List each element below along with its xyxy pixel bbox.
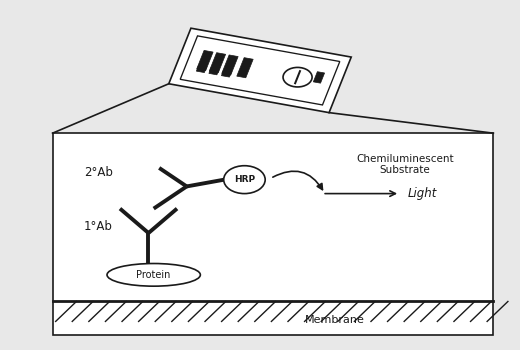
Text: Chemiluminescent
Substrate: Chemiluminescent Substrate [356, 154, 454, 175]
Polygon shape [209, 68, 219, 75]
Text: Membrane: Membrane [305, 315, 365, 325]
Text: Protein: Protein [136, 270, 171, 280]
Polygon shape [180, 36, 340, 105]
Polygon shape [222, 55, 238, 75]
Polygon shape [209, 53, 226, 73]
Polygon shape [197, 65, 207, 72]
Polygon shape [222, 70, 232, 77]
Polygon shape [314, 72, 324, 83]
Polygon shape [237, 58, 253, 78]
Circle shape [283, 68, 312, 87]
Circle shape [224, 166, 265, 194]
Text: 1°Ab: 1°Ab [84, 219, 112, 232]
FancyArrowPatch shape [273, 171, 322, 190]
Ellipse shape [107, 264, 200, 286]
Polygon shape [169, 28, 351, 113]
Text: Light: Light [408, 187, 437, 200]
Text: HRP: HRP [234, 175, 255, 184]
Polygon shape [197, 50, 213, 71]
Bar [53, 133, 493, 335]
Text: 2°Ab: 2°Ab [84, 166, 112, 179]
